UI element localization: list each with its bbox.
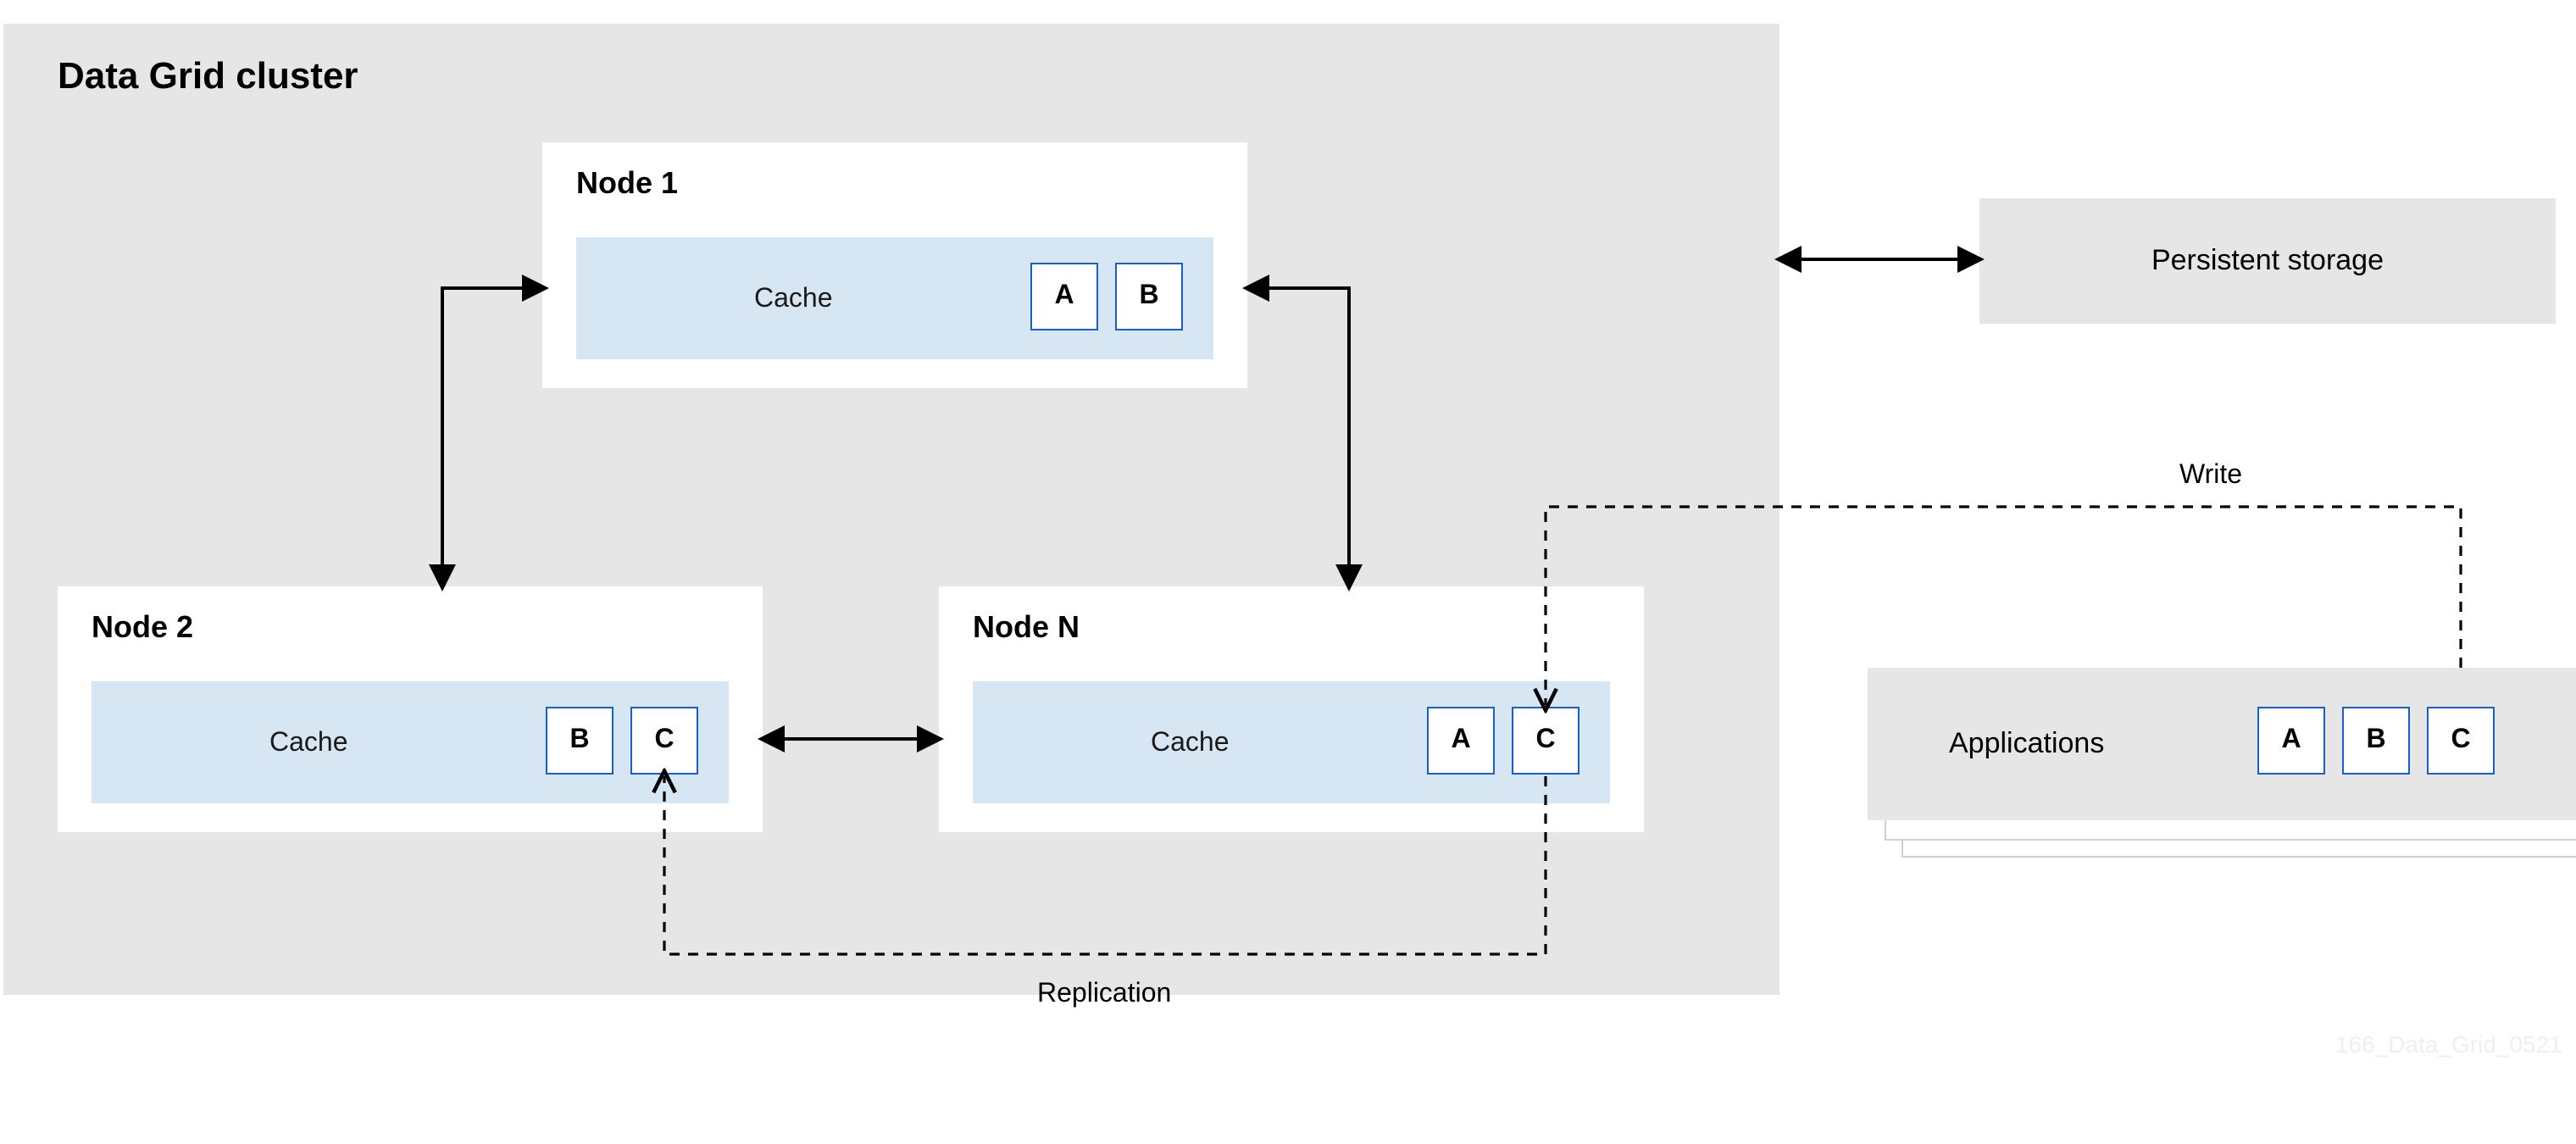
applications-slot-b: B: [2342, 707, 2410, 775]
nodeN-cache-label: Cache: [1151, 729, 1230, 759]
cluster-title: Data Grid cluster: [58, 54, 358, 98]
nodeN-title: Node N: [973, 610, 1080, 646]
persistent-storage-label: Persistent storage: [2151, 244, 2384, 278]
node1-slot-b: B: [1115, 263, 1183, 330]
node1-slot-a: A: [1030, 263, 1098, 330]
edge-label-write: Write: [2179, 461, 2242, 491]
applications-label: Applications: [1949, 727, 2104, 761]
persistent-storage-box: Persistent storage: [1979, 198, 2556, 324]
watermark: 166_Data_Grid_0521: [2335, 1030, 2562, 1058]
node1-cache-label: Cache: [754, 285, 833, 315]
applications-slot-c: C: [2427, 707, 2495, 775]
nodeN-slot-c: C: [1512, 707, 1579, 775]
node1-title: Node 1: [576, 166, 678, 202]
node2-title: Node 2: [92, 610, 193, 646]
edge-label-replication: Replication: [1037, 980, 1171, 1010]
nodeN-slot-a: A: [1427, 707, 1495, 775]
node2-slot-c: C: [630, 707, 698, 775]
applications-slot-a: A: [2257, 707, 2325, 775]
node2-slot-b: B: [546, 707, 613, 775]
node2-cache-label: Cache: [269, 729, 348, 759]
